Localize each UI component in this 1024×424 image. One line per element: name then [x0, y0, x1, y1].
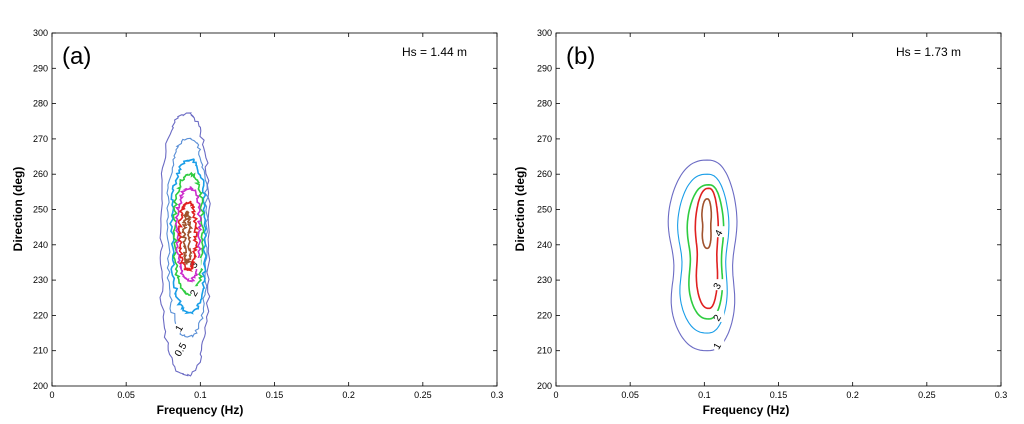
contour-line-2 [686, 183, 725, 320]
x-axis-label: Frequency (Hz) [157, 403, 244, 417]
y-tick-label: 240 [33, 240, 48, 250]
x-tick-label: 0.1 [194, 390, 207, 400]
x-tick-label: 0.2 [342, 390, 355, 400]
y-tick-label: 280 [537, 99, 552, 109]
x-tick-label: 0.25 [414, 390, 432, 400]
y-tick-label: 210 [33, 346, 48, 356]
contour-line-1 [166, 137, 209, 338]
panel-b-chart: (b) Hs = 1.73 m Frequency (Hz) Direction… [513, 28, 1007, 417]
x-tick-label: 0.3 [491, 390, 504, 400]
contour-label-bg [714, 339, 725, 351]
contour-label-bg [715, 226, 726, 238]
y-tick-label: 230 [537, 275, 552, 285]
plot-frame [555, 32, 1002, 387]
contour-label-bg [176, 321, 187, 333]
panel-label: (a) [62, 43, 91, 70]
y-axis-label: Direction (deg) [513, 167, 527, 252]
contour-label: 1 [712, 341, 725, 352]
y-tick-label: 250 [537, 205, 552, 215]
contour-label-bg [714, 310, 725, 322]
y-tick-label: 260 [33, 169, 48, 179]
hs-annotation: Hs = 1.44 m [402, 45, 467, 59]
contour-label: 3 [712, 281, 725, 292]
y-tick-label: 300 [537, 28, 552, 38]
y-tick-label: 240 [537, 240, 552, 250]
y-tick-label: 270 [33, 134, 48, 144]
contour-line-2 [172, 171, 206, 296]
x-tick-label: 0.2 [846, 390, 859, 400]
x-tick-label: 0 [49, 390, 54, 400]
contour-label: 1 [174, 323, 187, 334]
y-tick-label: 210 [537, 346, 552, 356]
x-tick-label: 0.1 [698, 390, 711, 400]
contour-label: 4 [713, 228, 726, 239]
panel-label: (b) [566, 43, 595, 70]
y-tick-label: 290 [537, 63, 552, 73]
y-tick-label: 260 [537, 169, 552, 179]
contour-label-bg [190, 257, 201, 269]
contour-label: 2 [188, 288, 201, 299]
x-tick-label: 0.05 [117, 390, 135, 400]
y-tick-label: 200 [33, 381, 48, 391]
x-tick-label: 0 [553, 390, 558, 400]
contour-line-4 [701, 198, 713, 250]
y-tick-label: 250 [33, 205, 48, 215]
contour-label-bg [190, 286, 201, 298]
panel-a-chart: (a) Hs = 1.44 m Frequency (Hz) Direction… [11, 28, 503, 417]
x-tick-label: 0.25 [918, 390, 936, 400]
hs-annotation: Hs = 1.73 m [896, 45, 961, 59]
contour-line-1 [667, 159, 738, 352]
contour-label-bg [177, 342, 188, 354]
x-tick-label: 0.3 [995, 390, 1008, 400]
y-tick-label: 220 [33, 310, 48, 320]
y-tick-label: 200 [537, 381, 552, 391]
x-tick-label: 0.15 [770, 390, 788, 400]
y-tick-label: 280 [33, 99, 48, 109]
contour-label: 3 [188, 260, 201, 271]
y-tick-label: 300 [33, 28, 48, 38]
x-axis-label: Frequency (Hz) [703, 403, 790, 417]
contour-label: 2 [712, 313, 725, 324]
contour-line-3 [694, 187, 719, 310]
y-tick-label: 220 [537, 310, 552, 320]
y-tick-label: 230 [33, 275, 48, 285]
x-tick-label: 0.05 [621, 390, 639, 400]
contour-line-0.5 [159, 112, 211, 377]
y-tick-label: 270 [537, 134, 552, 144]
contour-line-lvl5 [177, 200, 200, 273]
contour-line-lvl1 [677, 173, 730, 334]
y-axis-label: Direction (deg) [11, 167, 25, 252]
y-tick-label: 290 [33, 63, 48, 73]
contour-line-lvl6 [180, 210, 194, 265]
contour-label-bg [714, 279, 725, 291]
plot-frame [51, 32, 498, 387]
x-tick-label: 0.15 [266, 390, 284, 400]
